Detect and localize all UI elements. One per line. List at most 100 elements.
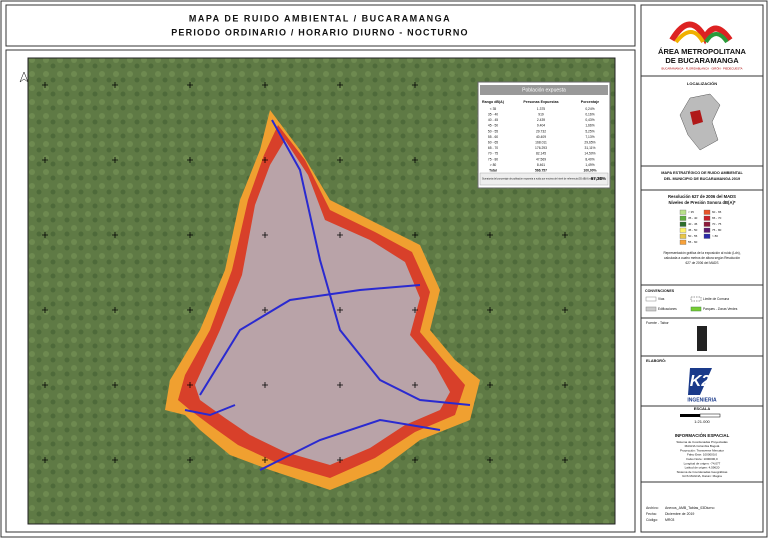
author-label: ELABORÓ: (646, 358, 666, 363)
table-cell: 0,24% (585, 107, 594, 111)
convention-symbol (645, 306, 657, 312)
table-column-header: Porcentaje (581, 100, 599, 104)
map-subtitle: PERIODO ORDINARIO / HORARIO DIURNO - NOC… (171, 27, 469, 37)
table-cell: 7,13% (585, 135, 594, 139)
spatial-line: Sistema de Coordenadas Proyectadas (676, 440, 728, 444)
grid-cross (337, 307, 343, 313)
logo-mark (669, 21, 733, 45)
grid-cross (42, 307, 48, 313)
legend-label: 40 - 45 (688, 222, 698, 226)
file-info-label: Código: (646, 518, 658, 522)
legend-swatch (679, 215, 687, 221)
grid-cross (42, 232, 48, 238)
legend-swatch (703, 209, 711, 215)
map-title-box (640, 165, 764, 191)
source-label: Fuente - Tabor (646, 321, 670, 325)
logo-arc-yellow (674, 30, 705, 44)
table-cell: 45 - 50 (488, 124, 498, 128)
grid-cross (187, 307, 193, 313)
grid-cross (262, 382, 268, 388)
grid-cross (112, 382, 118, 388)
file-info-box (640, 481, 764, 533)
grid-cross (187, 382, 193, 388)
grid-cross (412, 457, 418, 463)
legend-label: 45 - 50 (688, 228, 698, 232)
grid-cross (187, 157, 193, 163)
file-info-value: Diciembre de 2019 (665, 512, 694, 516)
file-info-value: Anexos_AMB_Tablas_03Diurno (665, 506, 714, 510)
spatial-line: Proyección: Transverse Mercator (680, 448, 724, 452)
convention-symbol (690, 296, 702, 302)
scale-bar-segment (699, 413, 721, 418)
table-cell: 65 - 70 (488, 146, 498, 150)
table-title: Población expuesta (522, 87, 566, 93)
k2-logo-shape (688, 368, 712, 395)
table-cell: 9.404 (537, 124, 545, 128)
legend-label: 60 - 65 (712, 210, 722, 214)
table-cell: 50 - 55 (488, 129, 498, 133)
legend-title: Resolución 627 de 2006 del MADS (668, 194, 736, 199)
grid-cross (262, 232, 268, 238)
table-cell: 55 - 60 (488, 135, 498, 139)
legend-swatch (703, 215, 711, 221)
panel-map-title: DEL MUNICIPIO DE BUCARAMANGA 2019 (664, 177, 740, 181)
table-header-bar (480, 85, 608, 95)
table-cell: 82.145 (536, 152, 546, 156)
legend-note: calculada a cuatro metros de altura segú… (664, 256, 740, 260)
table-cell: 1.375 (537, 107, 545, 111)
table-column-header: Rango dB(A) (482, 100, 505, 104)
spatial-line: GCS MAGNA, Datum: Magna (682, 474, 722, 478)
legend-swatch (679, 221, 687, 227)
legend-subtitle: Niveles de Presión Sonora dB(A)* (668, 200, 735, 205)
table-cell: 0,16% (585, 112, 594, 116)
panel-map-title: MAPA ESTRATÉGICO DE RUIDO AMBIENTAL (661, 170, 743, 175)
grid-cross (112, 307, 118, 313)
legend-box (640, 189, 764, 286)
legend-label: > 80 (712, 234, 718, 238)
table-cell: 168.011 (535, 140, 547, 144)
legend-label: < 35 (688, 210, 694, 214)
convention-label: Edificaciones (658, 307, 677, 311)
table-cell: 8,40% (585, 157, 594, 161)
exposure-table (477, 81, 611, 189)
logo-name: DE BUCARAMANGA (665, 56, 739, 65)
grid-cross (337, 82, 343, 88)
table-cell: Total (489, 168, 497, 172)
road-network (199, 119, 471, 471)
grid-cross (487, 457, 493, 463)
grid-cross (187, 457, 193, 463)
legend-label: 55 - 60 (688, 240, 698, 244)
grid-cross (42, 157, 48, 163)
table-cell: 2.439 (537, 118, 545, 122)
noise-map (165, 110, 480, 490)
spatial-line: Sistema de Coordenadas Geográficas (677, 470, 728, 474)
spatial-title: INFORMACIÓN ESPACIAL (675, 433, 730, 438)
grid-cross (112, 157, 118, 163)
legend-label: 65 - 70 (712, 216, 722, 220)
legend-swatch (703, 233, 711, 239)
table-cell: > 80 (490, 163, 497, 167)
legend-label: 50 - 55 (688, 234, 698, 238)
legend-swatch (703, 227, 711, 233)
legend-swatch (679, 209, 687, 215)
grid-cross (487, 307, 493, 313)
logo-arc-green (704, 32, 729, 44)
convention-label: Vías (658, 297, 665, 301)
grid-cross (412, 382, 418, 388)
grid-cross (42, 382, 48, 388)
map-title: MAPA DE RUIDO AMBIENTAL / BUCARAMANGA (189, 13, 451, 23)
author-box (640, 355, 764, 407)
grid-cross (337, 157, 343, 163)
table-cell: 29,65% (584, 140, 595, 144)
grid-cross (112, 457, 118, 463)
table-cell: 1,49% (585, 163, 594, 167)
table-cell: 40.409 (536, 135, 546, 139)
table-cell: 47.569 (536, 157, 546, 161)
scale-value: 1:21.000 (694, 419, 710, 424)
author-logo: K2 (690, 373, 711, 390)
table-cell: 14,50% (584, 152, 595, 156)
legend-label: 35 - 40 (688, 216, 698, 220)
table-cell: 176.293 (535, 146, 547, 150)
legend-note: 627 de 2006 del MADS (686, 261, 719, 265)
